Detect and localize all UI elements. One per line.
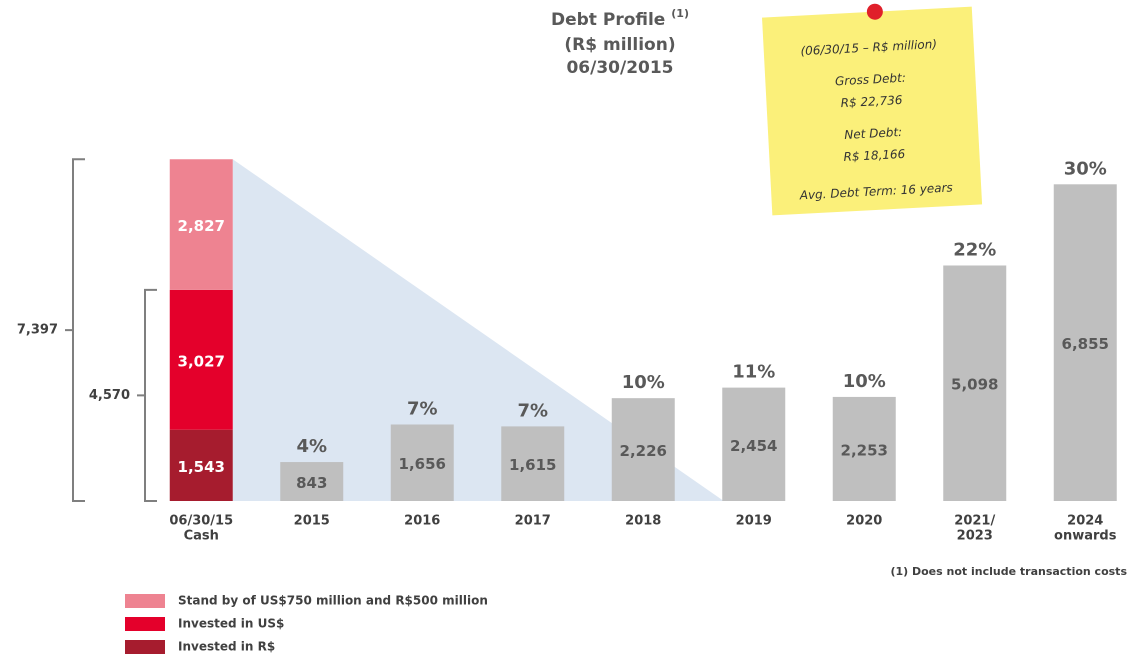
value-label: 5,098 <box>951 376 998 394</box>
note-paper <box>762 6 983 216</box>
share-label: 22% <box>953 239 996 260</box>
value-label: 1,656 <box>399 455 446 473</box>
note-line: Gross Debt: <box>835 71 907 89</box>
x-tick-label: 2017 <box>515 514 551 529</box>
x-tick-label: 06/30/15 <box>169 514 233 529</box>
share-label: 7% <box>407 398 438 419</box>
subtitle: (R$ million) <box>564 35 675 55</box>
note-line: Net Debt: <box>844 125 903 142</box>
bar <box>169 289 233 430</box>
x-tick-label: 2019 <box>736 514 772 529</box>
x-tick-label: onwards <box>1054 529 1117 544</box>
value-label: 1,615 <box>509 456 556 474</box>
x-tick-label: 2021/ <box>954 514 995 529</box>
bracket <box>137 288 157 502</box>
wedge <box>232 159 724 501</box>
share-label: 10% <box>843 371 886 392</box>
sticky-note: (06/30/15 – R$ million) Gross Debt: R$ 2… <box>762 3 983 216</box>
bar <box>611 398 675 501</box>
bar <box>943 265 1007 501</box>
share-label: 4% <box>296 436 327 457</box>
bar <box>1053 184 1117 501</box>
bar <box>169 429 233 501</box>
x-tick-label: 2023 <box>957 529 993 544</box>
x-tick-label: Cash <box>184 529 219 544</box>
bar <box>169 159 233 290</box>
value-label: 2,253 <box>841 441 888 459</box>
legend-swatch <box>125 594 165 608</box>
bracket-label: 4,570 <box>89 388 130 403</box>
x-tick-label: 2024 <box>1067 514 1103 529</box>
footnote: (1) Does not include transaction costs <box>890 565 1127 578</box>
x-tick-label: 2016 <box>404 514 440 529</box>
x-tick-label: 2018 <box>625 514 661 529</box>
subtitle: 06/30/2015 <box>566 58 673 78</box>
bar <box>501 426 565 501</box>
value-label: 2,226 <box>620 442 667 460</box>
value-label: 843 <box>296 474 327 492</box>
note-line: R$ 22,736 <box>840 93 903 110</box>
title-text: Debt Profile <box>551 10 665 30</box>
title-note: (1) <box>671 7 689 20</box>
share-label: 11% <box>732 362 775 383</box>
bracket-label: 7,397 <box>17 323 58 338</box>
bar <box>722 387 786 501</box>
legend-swatch <box>125 640 165 654</box>
share-label: 7% <box>517 400 548 421</box>
share-label: 10% <box>622 372 665 393</box>
share-label: 30% <box>1064 158 1107 179</box>
value-label: 2,454 <box>730 437 777 455</box>
x-tick-label: 2020 <box>846 514 882 529</box>
legend-label: Stand by of US$750 million and R$500 mil… <box>178 594 488 608</box>
legend-label: Invested in R$ <box>178 640 275 654</box>
pin <box>866 3 883 20</box>
note-line: R$ 18,166 <box>843 147 906 164</box>
legend-label: Invested in US$ <box>178 617 284 631</box>
chart-title: Debt Profile (1) <box>551 7 689 30</box>
legend-swatch <box>125 617 165 631</box>
value-label: 6,855 <box>1062 335 1109 353</box>
bar <box>832 396 896 501</box>
x-tick-label: 2015 <box>294 514 330 529</box>
bracket <box>65 158 85 502</box>
value-label: 1,543 <box>178 458 225 476</box>
value-label: 3,027 <box>178 352 225 370</box>
value-label: 2,827 <box>178 217 225 235</box>
bar <box>280 462 344 501</box>
bar <box>390 424 454 501</box>
